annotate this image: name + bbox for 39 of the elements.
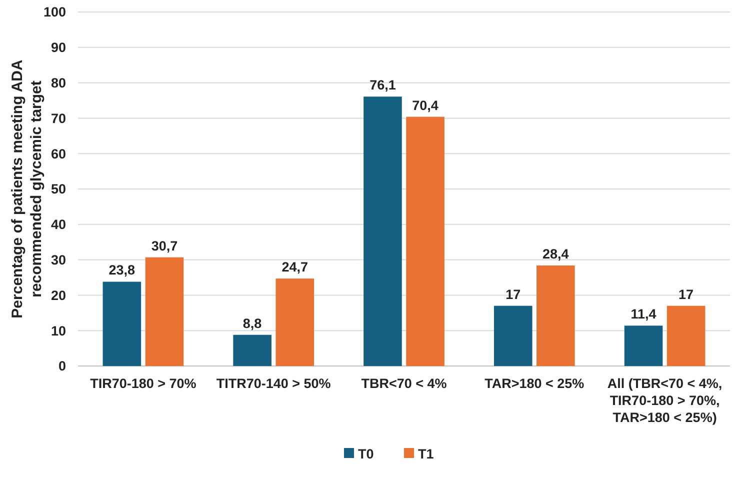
x-tick-label: TIR70-180 > 70%	[90, 376, 196, 391]
x-tick-label: TAR>180 < 25%	[484, 376, 584, 391]
bar	[494, 306, 532, 366]
y-tick-label: 80	[50, 76, 66, 91]
bar	[536, 265, 575, 366]
y-tick-label: 40	[50, 217, 66, 232]
data-label: 8,8	[242, 316, 262, 331]
bar	[102, 282, 142, 366]
bar	[406, 116, 444, 366]
data-label: 24,7	[282, 260, 308, 275]
legend-label: T1	[418, 446, 434, 462]
data-label: 17	[506, 286, 521, 302]
bar	[666, 306, 706, 366]
bar	[364, 96, 402, 366]
x-tick-label: TITR70-140 > 50%	[216, 376, 331, 391]
data-label: 30,7	[151, 238, 178, 254]
bar	[145, 257, 184, 366]
legend-label: T0	[358, 446, 374, 462]
bar	[276, 278, 314, 366]
y-tick-label: 100	[43, 4, 66, 20]
y-tick-label: 90	[50, 40, 66, 56]
y-tick-label: 20	[50, 288, 66, 303]
y-tick-label: 0	[58, 358, 66, 374]
data-label: 28,4	[542, 246, 570, 262]
data-label: 11,4	[630, 306, 657, 322]
data-label: 17	[678, 286, 694, 302]
y-tick-label: 50	[50, 182, 66, 197]
bar	[624, 326, 663, 366]
x-tick-label: TBR<70 < 4%	[361, 376, 447, 391]
y-tick-label: 30	[50, 252, 66, 268]
data-label: 70,4	[412, 98, 439, 113]
y-tick-label: 70	[50, 110, 66, 126]
y-tick-label: 60	[50, 146, 66, 162]
y-tick-label: 10	[50, 323, 66, 338]
x-tick-label: All (TBR<70 < 4%, TIR70-180 > 70%, TAR>180 < 25%)	[607, 376, 722, 425]
data-label: 23,8	[108, 262, 136, 278]
y-axis-title: Percentage of patients meeting ADA recommended glycemic target	[9, 60, 45, 318]
bar	[233, 334, 272, 366]
data-label: 76,1	[370, 78, 396, 93]
